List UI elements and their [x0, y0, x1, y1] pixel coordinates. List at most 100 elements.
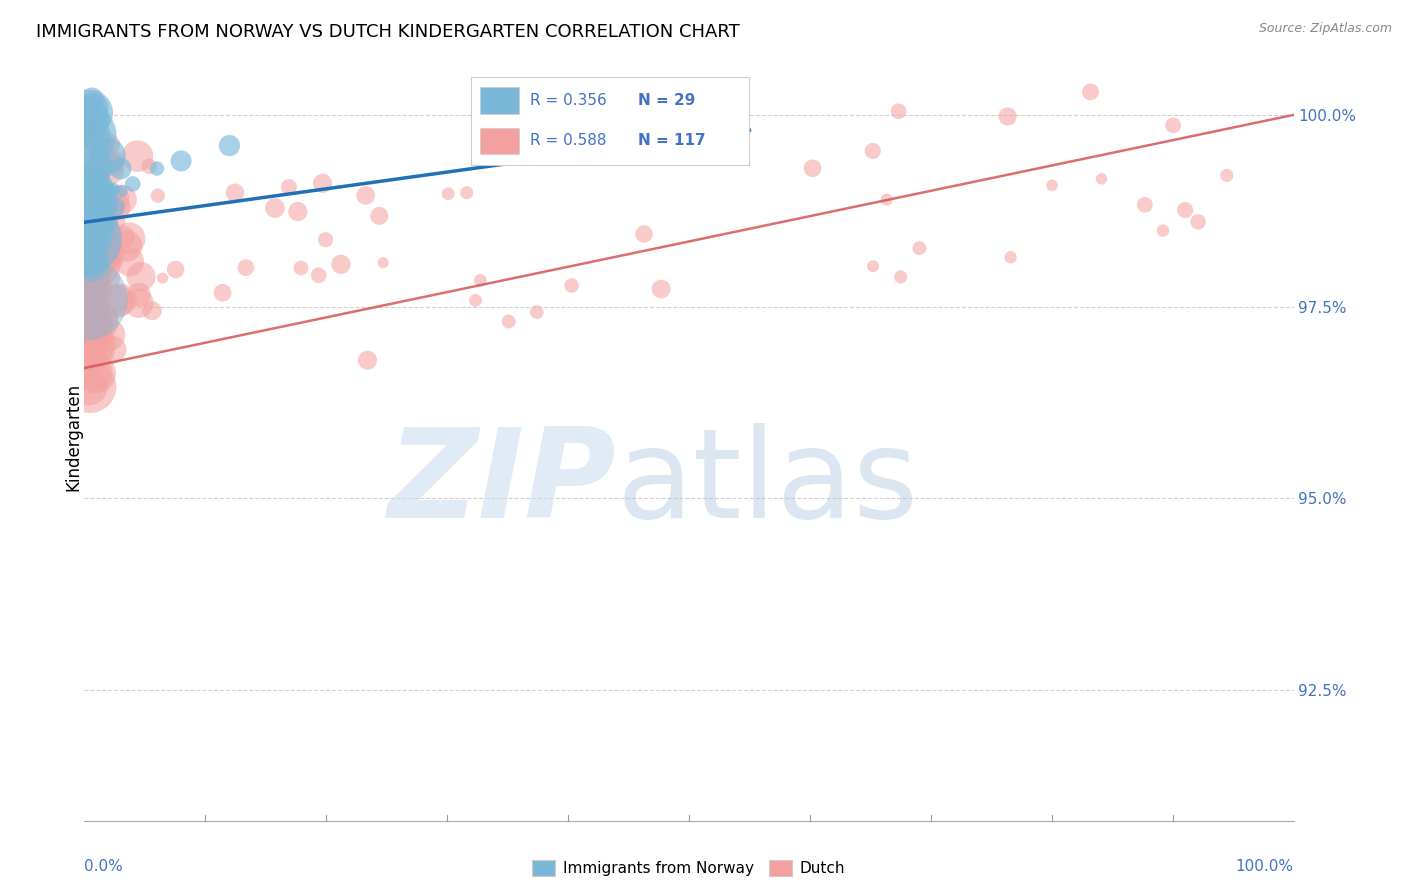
- Point: [1216, 169, 1239, 183]
- Point: [80, 274, 103, 288]
- Point: [103, 182, 125, 196]
- Point: [79, 305, 101, 319]
- Point: [908, 241, 931, 255]
- Point: [77, 380, 100, 394]
- Point: [75, 292, 97, 306]
- Point: [887, 104, 910, 119]
- Point: [862, 144, 884, 158]
- Point: [75, 225, 97, 239]
- Point: [146, 188, 169, 202]
- Point: [98, 155, 121, 169]
- Point: [80, 257, 103, 271]
- Point: [111, 193, 134, 207]
- Point: [93, 249, 115, 263]
- Point: [287, 204, 309, 219]
- Point: [561, 278, 583, 293]
- Point: [91, 316, 114, 330]
- Point: [87, 219, 110, 233]
- Point: [128, 287, 150, 301]
- Point: [100, 245, 122, 260]
- Point: [79, 380, 101, 394]
- Point: [76, 310, 98, 324]
- Point: [94, 310, 117, 324]
- Point: [91, 248, 114, 262]
- Text: atlas: atlas: [616, 423, 918, 543]
- Point: [329, 257, 352, 271]
- Point: [127, 149, 149, 163]
- Point: [498, 314, 520, 328]
- Point: [121, 177, 143, 191]
- Point: [79, 286, 101, 301]
- Point: [97, 185, 120, 199]
- Point: [87, 227, 110, 242]
- Point: [1187, 215, 1209, 229]
- Point: [1090, 171, 1112, 186]
- Point: [470, 273, 492, 287]
- Text: Source: ZipAtlas.com: Source: ZipAtlas.com: [1258, 22, 1392, 36]
- Point: [98, 224, 121, 238]
- Point: [80, 339, 103, 353]
- Point: [76, 258, 98, 272]
- Point: [103, 254, 125, 268]
- Text: 0.0%: 0.0%: [84, 859, 124, 874]
- Point: [1040, 178, 1063, 193]
- Point: [76, 233, 98, 247]
- Point: [218, 138, 240, 153]
- Point: [112, 230, 135, 244]
- Point: [104, 200, 127, 214]
- Point: [308, 268, 330, 283]
- Point: [76, 281, 98, 295]
- Point: [79, 238, 101, 252]
- Point: [80, 171, 103, 186]
- Point: [118, 231, 141, 245]
- Point: [170, 153, 193, 168]
- Point: [79, 194, 101, 209]
- Point: [211, 285, 233, 300]
- Point: [89, 186, 111, 200]
- Point: [1080, 85, 1102, 99]
- Point: [1174, 203, 1197, 218]
- Point: [83, 321, 105, 335]
- Point: [83, 366, 105, 380]
- Point: [84, 367, 107, 381]
- Point: [98, 137, 121, 152]
- Point: [79, 301, 101, 315]
- Point: [82, 234, 104, 248]
- Point: [368, 209, 391, 223]
- Point: [315, 233, 337, 247]
- Point: [86, 252, 108, 266]
- Point: [75, 113, 97, 128]
- Point: [100, 214, 122, 228]
- Point: [80, 93, 103, 107]
- Point: [76, 337, 98, 351]
- Point: [76, 344, 98, 359]
- Point: [75, 159, 97, 173]
- Point: [101, 343, 124, 357]
- Point: [77, 331, 100, 345]
- Point: [129, 269, 152, 284]
- Point: [89, 202, 111, 216]
- Point: [105, 294, 128, 309]
- Point: [277, 180, 299, 194]
- Point: [76, 267, 98, 281]
- Point: [80, 252, 103, 266]
- Point: [862, 259, 884, 273]
- Point: [98, 327, 121, 342]
- Point: [1000, 251, 1022, 265]
- Point: [110, 161, 132, 176]
- Point: [84, 128, 107, 143]
- Point: [356, 353, 378, 368]
- Point: [1133, 198, 1156, 212]
- Text: ZIP: ZIP: [388, 423, 616, 543]
- Point: [76, 304, 98, 318]
- Point: [75, 128, 97, 142]
- Point: [650, 282, 672, 296]
- Point: [311, 176, 333, 190]
- Point: [86, 272, 108, 286]
- Point: [79, 309, 101, 323]
- Point: [165, 262, 187, 277]
- Point: [76, 211, 98, 225]
- Point: [76, 264, 98, 278]
- Point: [83, 252, 105, 267]
- Text: 100.0%: 100.0%: [1236, 859, 1294, 874]
